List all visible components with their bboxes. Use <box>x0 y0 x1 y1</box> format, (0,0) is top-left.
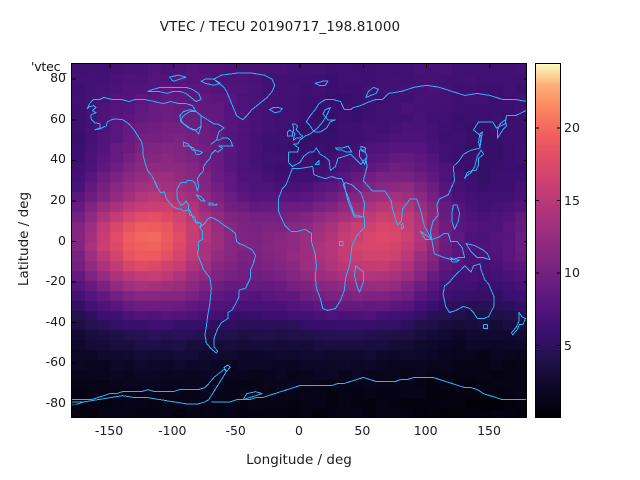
y-axis-ticklabels: 80 60 40 20 0 -20 -40 -60 -80 <box>19 63 66 418</box>
page-title: VTEC / TECU 20190717_198.81000 <box>159 19 401 35</box>
x-tick-label: 150 <box>477 423 501 438</box>
vtec-heatmap <box>72 64 526 417</box>
x-axis-ticklabels: -150 -100 -50 0 50 100 150 <box>71 423 527 445</box>
x-tick-label: 100 <box>413 423 438 438</box>
y-tick-label: 0 <box>58 232 66 248</box>
x-tick-label: 0 <box>295 423 303 438</box>
y-tick-label: -80 <box>45 394 66 410</box>
y-tick-label: 80 <box>50 70 66 86</box>
x-axis-title: Longitude / deg <box>246 452 352 468</box>
map-axes[interactable] <box>71 63 527 418</box>
y-axis-title: Latitude / deg <box>16 191 32 287</box>
x-tick-label: -150 <box>94 423 124 438</box>
x-tick-label: -50 <box>225 423 246 438</box>
x-tick-label: -100 <box>158 423 187 438</box>
colorbar-tick-label: 5 <box>564 337 572 353</box>
y-tick-label: 40 <box>50 151 66 167</box>
colorbar-tick-label: 15 <box>564 192 580 208</box>
y-tick-label: -40 <box>45 313 66 329</box>
y-tick-label: 60 <box>50 110 66 126</box>
y-tick-label: 20 <box>50 191 66 207</box>
y-tick-label: -60 <box>45 354 66 370</box>
stray-annotation-label: 'vtec_ <box>31 59 67 74</box>
colorbar-tick-label: 20 <box>564 120 580 136</box>
colorbar-ticklabels: 20 15 10 5 <box>564 63 604 418</box>
y-tick-label: -20 <box>45 273 66 289</box>
x-tick-label: 50 <box>354 423 371 438</box>
colorbar-tick-label: 10 <box>564 265 580 281</box>
colorbar[interactable] <box>535 63 561 418</box>
colorbar-gradient <box>536 64 560 417</box>
